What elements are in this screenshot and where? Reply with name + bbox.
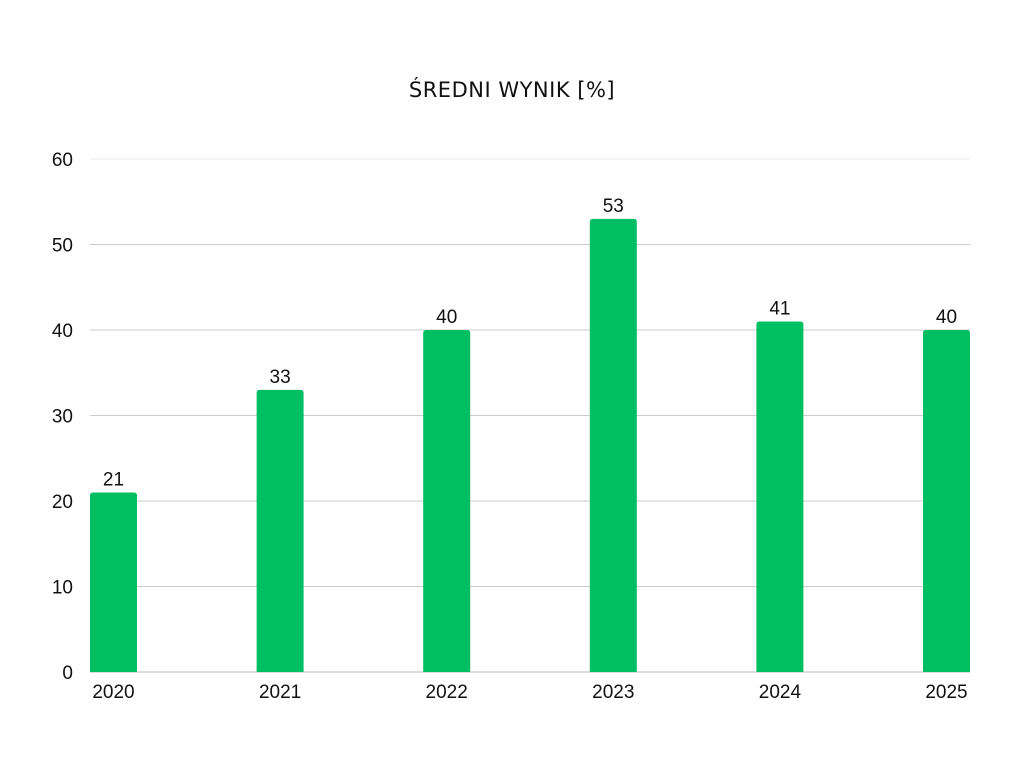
x-tick-label-2025: 2025 bbox=[925, 682, 967, 703]
y-tick-label-0: 0 bbox=[62, 663, 73, 684]
bar-2025 bbox=[923, 330, 970, 672]
bar-2023 bbox=[589, 218, 637, 672]
y-tick-label-60: 60 bbox=[52, 150, 73, 171]
bar-2022 bbox=[423, 330, 471, 672]
y-tick-label-40: 40 bbox=[52, 321, 73, 342]
data-label-2021: 33 bbox=[270, 367, 291, 388]
y-tick-label-20: 20 bbox=[52, 492, 73, 513]
y-tick-label-30: 30 bbox=[52, 407, 73, 428]
data-label-2022: 40 bbox=[436, 307, 457, 328]
y-tick-label-50: 50 bbox=[52, 236, 73, 257]
x-tick-label-2020: 2020 bbox=[92, 682, 134, 703]
x-tick-label-2023: 2023 bbox=[592, 682, 634, 703]
bar-2024 bbox=[756, 321, 804, 672]
bar-2020 bbox=[90, 492, 137, 672]
chart-title: ŚREDNI WYNIK [%] bbox=[408, 78, 616, 102]
data-label-2023: 53 bbox=[603, 196, 624, 217]
y-tick-label-10: 10 bbox=[52, 578, 73, 599]
x-tick-label-2022: 2022 bbox=[426, 682, 468, 703]
data-label-2024: 41 bbox=[769, 298, 790, 319]
x-tick-label-2021: 2021 bbox=[259, 682, 301, 703]
data-label-2020: 21 bbox=[103, 469, 124, 490]
x-tick-label-2024: 2024 bbox=[759, 682, 802, 703]
data-label-2025: 40 bbox=[936, 307, 957, 328]
bar-2021 bbox=[256, 389, 304, 672]
